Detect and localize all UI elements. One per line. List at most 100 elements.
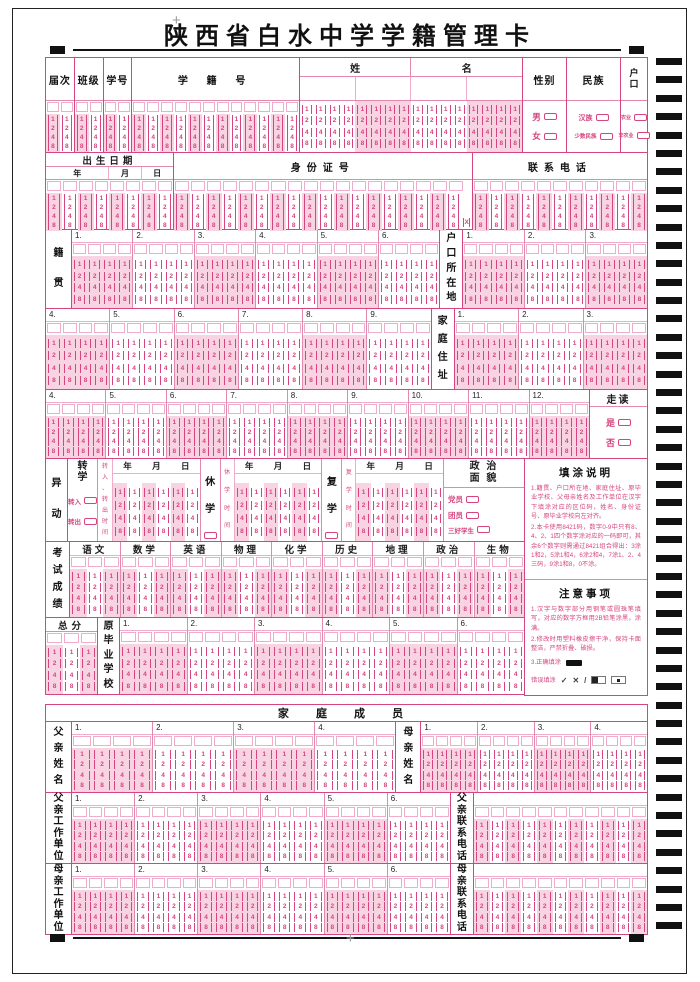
- bubble-digit-8[interactable]: 8: [259, 142, 270, 151]
- bubble-digit-8[interactable]: 8: [480, 295, 492, 305]
- write-box[interactable]: [47, 633, 62, 643]
- write-box[interactable]: [404, 878, 418, 888]
- bubble-digit-4[interactable]: 4: [542, 283, 554, 293]
- bubble-digit-4[interactable]: 4: [255, 212, 268, 221]
- bubble-digit-1[interactable]: 1: [578, 750, 589, 760]
- bubble-digit-1[interactable]: 1: [215, 750, 232, 760]
- bubble-digit-8[interactable]: 8: [192, 375, 205, 385]
- bubble-digit-1[interactable]: 1: [633, 821, 646, 831]
- bubble-digit-1[interactable]: 1: [137, 821, 149, 831]
- bubble-digit-2[interactable]: 2: [507, 760, 518, 770]
- write-box[interactable]: [522, 878, 536, 888]
- bubble-digit-4[interactable]: 4: [259, 133, 270, 142]
- bubble-digit-8[interactable]: 8: [510, 139, 521, 149]
- bubble-digit-2[interactable]: 2: [137, 831, 149, 841]
- bubble-digit-8[interactable]: 8: [137, 851, 149, 861]
- bubble-digit-4[interactable]: 4: [410, 437, 422, 447]
- write-box[interactable]: [295, 736, 314, 746]
- write-box[interactable]: [464, 244, 478, 254]
- write-box[interactable]: [450, 736, 463, 746]
- bubble-digit-8[interactable]: 8: [168, 922, 180, 932]
- write-box[interactable]: [47, 181, 61, 191]
- bubble-digit-2[interactable]: 2: [200, 831, 212, 841]
- bubble-digit-8[interactable]: 8: [255, 221, 268, 230]
- bubble-digit-1[interactable]: 1: [224, 339, 236, 349]
- bubble-digit-2[interactable]: 2: [413, 116, 423, 126]
- bubble-digit-1[interactable]: 1: [242, 259, 254, 269]
- bubble-digit-4[interactable]: 4: [472, 363, 485, 373]
- bubble-digit-4[interactable]: 4: [226, 283, 239, 293]
- bubble-digit-4[interactable]: 4: [138, 437, 150, 447]
- bubble-digit-8[interactable]: 8: [287, 221, 300, 230]
- write-box[interactable]: [448, 181, 463, 191]
- bubble-digit-4[interactable]: 4: [135, 283, 147, 293]
- bubble-digit-2[interactable]: 2: [296, 760, 313, 770]
- bubble-digit-2[interactable]: 2: [63, 351, 76, 361]
- bubble-digit-2[interactable]: 2: [621, 760, 632, 770]
- bubble-digit-1[interactable]: 1: [108, 417, 120, 427]
- bubble-digit-8[interactable]: 8: [408, 681, 422, 691]
- bubble-digit-2[interactable]: 2: [307, 583, 320, 592]
- bubble-digit-2[interactable]: 2: [187, 501, 198, 510]
- bubble-digit-8[interactable]: 8: [521, 375, 533, 385]
- bubble-digit-4[interactable]: 4: [351, 212, 364, 221]
- write-box[interactable]: [167, 404, 181, 414]
- bubble-digit-8[interactable]: 8: [183, 922, 196, 932]
- bubble-digit-4[interactable]: 4: [334, 437, 346, 447]
- bubble-digit-1[interactable]: 1: [413, 104, 423, 114]
- write-box[interactable]: [530, 404, 544, 414]
- bubble-digit-4[interactable]: 4: [257, 670, 270, 680]
- bubble-digit-1[interactable]: 1: [187, 488, 198, 497]
- write-box[interactable]: [188, 557, 204, 567]
- write-box[interactable]: [104, 102, 117, 112]
- bubble-digit-4[interactable]: 4: [148, 133, 159, 142]
- bubble-digit-1[interactable]: 1: [546, 417, 558, 427]
- bubble-digit-8[interactable]: 8: [491, 851, 504, 861]
- bubble-digit-4[interactable]: 4: [304, 437, 316, 447]
- write-box[interactable]: [73, 736, 92, 746]
- bubble-digit-1[interactable]: 1: [255, 194, 268, 203]
- bubble-digit-2[interactable]: 2: [459, 658, 473, 668]
- bubble-digit-4[interactable]: 4: [415, 212, 428, 221]
- write-box[interactable]: [182, 807, 197, 817]
- bubble-digit-8[interactable]: 8: [377, 780, 394, 790]
- bubble-digit-4[interactable]: 4: [426, 127, 437, 137]
- bubble-digit-8[interactable]: 8: [48, 681, 61, 691]
- bubble-digit-8[interactable]: 8: [617, 922, 630, 932]
- bubble-digit-4[interactable]: 4: [576, 437, 587, 447]
- bubble-digit-2[interactable]: 2: [495, 271, 507, 281]
- bubble-digit-8[interactable]: 8: [206, 681, 219, 691]
- bubble-digit-4[interactable]: 4: [48, 133, 58, 142]
- write-box[interactable]: [553, 807, 568, 817]
- bubble-digit-8[interactable]: 8: [290, 681, 303, 691]
- bubble-digit-8[interactable]: 8: [507, 922, 520, 932]
- bubble-digit-8[interactable]: 8: [426, 139, 437, 149]
- bubble-digit-1[interactable]: 1: [48, 194, 60, 203]
- bubble-digit-4[interactable]: 4: [509, 594, 523, 603]
- bubble-digit-1[interactable]: 1: [485, 417, 497, 427]
- bubble-digit-2[interactable]: 2: [122, 583, 136, 592]
- bubble-digit-2[interactable]: 2: [231, 831, 243, 841]
- bubble-digit-4[interactable]: 4: [531, 437, 543, 447]
- bubble-digit-8[interactable]: 8: [601, 221, 614, 230]
- bubble-digit-2[interactable]: 2: [274, 583, 287, 592]
- bubble-digit-2[interactable]: 2: [380, 271, 393, 281]
- bubble-digit-1[interactable]: 1: [490, 194, 503, 203]
- bubble-digit-2[interactable]: 2: [245, 124, 256, 133]
- bubble-digit-2[interactable]: 2: [143, 351, 156, 361]
- bubble-digit-4[interactable]: 4: [215, 912, 228, 922]
- bubble-digit-2[interactable]: 2: [465, 760, 476, 770]
- bubble-digit-4[interactable]: 4: [273, 133, 284, 142]
- write-box[interactable]: [368, 323, 383, 333]
- bubble-digit-2[interactable]: 2: [585, 351, 598, 361]
- bubble-digit-1[interactable]: 1: [244, 417, 256, 427]
- write-box[interactable]: [494, 244, 508, 254]
- write-box[interactable]: [147, 102, 160, 112]
- write-box[interactable]: [348, 244, 362, 254]
- bubble-digit-1[interactable]: 1: [420, 821, 433, 831]
- bubble-digit-2[interactable]: 2: [389, 902, 402, 912]
- bubble-digit-2[interactable]: 2: [572, 271, 584, 281]
- option-bubble[interactable]: [84, 497, 97, 505]
- bubble-digit-1[interactable]: 1: [603, 259, 615, 269]
- bubble-digit-1[interactable]: 1: [531, 417, 543, 427]
